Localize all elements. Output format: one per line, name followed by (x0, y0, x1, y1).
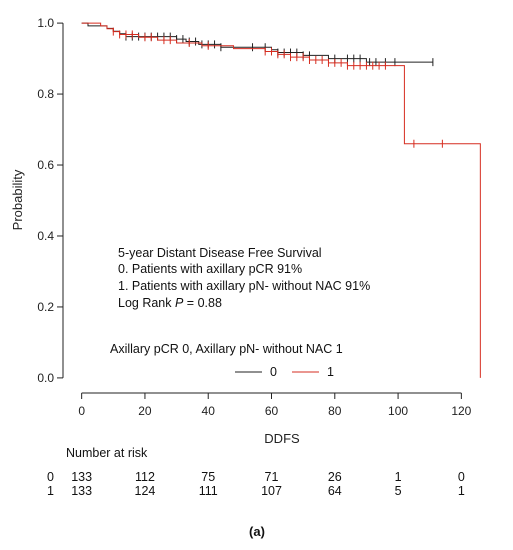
annotation-line-2: 0. Patients with axillary pCR 91% (118, 262, 302, 276)
series-0-line (81, 22, 433, 63)
x-tick-label: 120 (451, 404, 471, 418)
risk-count: 107 (261, 484, 282, 498)
risk-count: 75 (201, 470, 215, 484)
x-axis-title: DDFS (264, 431, 300, 446)
x-tick-label: 20 (138, 404, 152, 418)
x-tick-label: 60 (265, 404, 279, 418)
risk-count: 133 (71, 470, 92, 484)
risk-count: 124 (135, 484, 156, 498)
axes (62, 23, 462, 394)
annotation-line-3: 1. Patients with axillary pN- without NA… (118, 279, 370, 293)
series-1-line (81, 22, 481, 378)
risk-row-label: 0 (47, 470, 54, 484)
x-tick-label: 0 (78, 404, 85, 418)
y-ticks: 0.0 0.2 0.4 0.6 0.8 1.0 (37, 16, 63, 385)
logrank-value: = 0.88 (183, 296, 222, 310)
logrank-p: P (175, 296, 184, 310)
risk-count: 111 (199, 484, 218, 498)
risk-count: 112 (135, 470, 155, 484)
risk-count: 5 (395, 484, 402, 498)
risk-count: 64 (328, 484, 342, 498)
logrank-text: Log Rank P = 0.88 (118, 296, 222, 310)
y-tick-label: 1.0 (37, 16, 54, 30)
x-tick-label: 40 (202, 404, 216, 418)
y-axis-title: Probability (10, 169, 25, 230)
annotation: 5-year Distant Disease Free Survival 0. … (118, 246, 370, 310)
risk-count: 0 (458, 470, 465, 484)
risk-row-label: 1 (47, 484, 54, 498)
risk-table-title: Number at risk (66, 446, 148, 460)
legend-label-1: 1 (327, 365, 334, 379)
series-group (81, 22, 481, 378)
legend-label-0: 0 (270, 365, 277, 379)
risk-count: 133 (71, 484, 92, 498)
legend-title: Axillary pCR 0, Axillary pN- without NAC… (110, 342, 343, 356)
legend: Axillary pCR 0, Axillary pN- without NAC… (110, 342, 343, 379)
x-tick-label: 80 (328, 404, 342, 418)
logrank-prefix: Log Rank (118, 296, 175, 310)
risk-table: 0 133 112 75 71 26 1 01 133 124 111 107 64 5 1 (47, 470, 465, 498)
y-tick-label: 0.6 (37, 158, 54, 172)
x-ticks: 0 20 40 60 80 100 120 (78, 393, 472, 418)
risk-count: 71 (265, 470, 279, 484)
y-tick-label: 0.8 (37, 87, 54, 101)
risk-count: 1 (395, 470, 402, 484)
panel-label: (a) (249, 524, 265, 539)
risk-count: 26 (328, 470, 342, 484)
y-tick-label: 0.4 (37, 229, 54, 243)
x-tick-label: 100 (388, 404, 408, 418)
y-tick-label: 0.2 (37, 300, 54, 314)
annotation-line-1: 5-year Distant Disease Free Survival (118, 246, 322, 260)
y-tick-label: 0.0 (37, 371, 54, 385)
risk-count: 1 (458, 484, 465, 498)
